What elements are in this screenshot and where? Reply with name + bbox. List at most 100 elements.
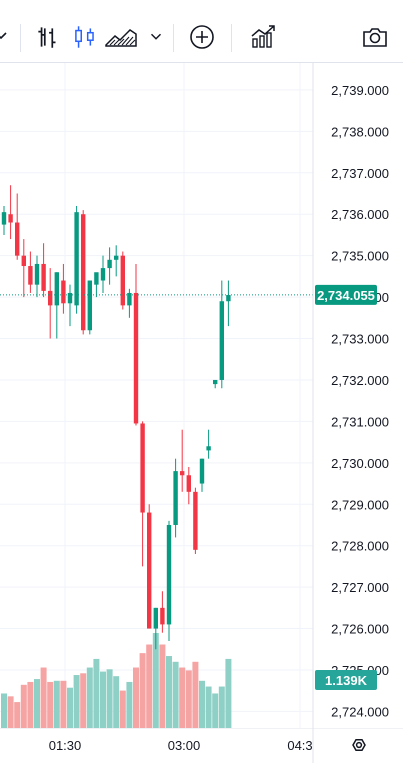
volume-bar	[27, 681, 34, 728]
price-tick-label: 2,738.000	[331, 124, 389, 139]
candle-body	[94, 272, 99, 285]
candle-body	[61, 280, 66, 304]
candle	[94, 272, 99, 298]
volume-tag: 1.139K	[315, 670, 377, 690]
volume-bar	[53, 680, 60, 728]
candle	[226, 280, 231, 327]
candle	[193, 487, 198, 554]
candle-body	[81, 214, 86, 331]
time-label: 04:3	[287, 738, 312, 753]
candle-body	[166, 524, 172, 625]
volume-bar	[172, 661, 179, 728]
candle	[199, 458, 205, 492]
volume-bar	[225, 658, 232, 728]
price-tick-label: 2,736.000	[331, 207, 389, 222]
volume-bar	[1, 693, 7, 728]
candle-body	[127, 292, 132, 306]
candle	[100, 255, 106, 293]
candle	[153, 607, 158, 650]
price-tick-label: 2,730.000	[331, 456, 389, 471]
volume-bar	[14, 702, 21, 728]
settings-icon[interactable]	[352, 739, 366, 751]
price-tick-label: 2,727.000	[331, 580, 389, 595]
candle-body	[206, 446, 211, 451]
candle	[41, 243, 46, 298]
price-tick-label: 2,735.000	[331, 249, 389, 264]
camera-icon[interactable]	[360, 22, 390, 52]
candle-body	[226, 295, 231, 302]
volume-bar	[113, 676, 120, 728]
candle	[147, 504, 152, 629]
price-tick-label: 2,726.000	[331, 622, 389, 637]
price-tick-label: 2,731.000	[331, 414, 389, 429]
volume-bar	[34, 679, 40, 728]
volume-bar	[47, 681, 54, 728]
candle	[186, 466, 191, 505]
chart-area[interactable]: 2,739.000 2,738.000 2,737.000 2,736.000 2,73…	[0, 63, 403, 728]
price-tick-label: 2,739.000	[331, 83, 389, 98]
volume-bar	[159, 644, 166, 728]
candles-icon[interactable]	[70, 22, 100, 52]
volume-bar	[20, 684, 27, 728]
candle-body	[153, 607, 158, 629]
area-chart-icon[interactable]	[103, 22, 139, 52]
bar-chart-icon[interactable]	[33, 22, 63, 52]
volume-bar	[73, 675, 80, 728]
candle-body	[186, 475, 191, 492]
volume-bar	[185, 670, 192, 728]
candle	[87, 280, 92, 335]
candle-body	[114, 255, 119, 260]
volume-bars	[1, 633, 232, 728]
candle	[34, 255, 40, 298]
candle-body	[28, 266, 33, 285]
plus-circle-icon[interactable]	[187, 22, 217, 52]
candle	[48, 268, 53, 339]
time-axis[interactable]: 01:30 03:00 04:3	[0, 727, 403, 763]
price-chart[interactable]: 2,739.000 2,738.000 2,737.000 2,736.000 2,73…	[0, 63, 403, 728]
volume-bar	[199, 680, 205, 728]
candle	[67, 284, 73, 327]
chevron-down-icon[interactable]	[0, 25, 12, 45]
grid-lines	[0, 63, 313, 728]
toolbar-separator	[173, 24, 174, 52]
candle	[54, 272, 59, 339]
candle-body	[54, 272, 59, 306]
candle	[173, 458, 178, 538]
price-tick-label: 2,724.000	[331, 704, 389, 719]
candle	[15, 193, 20, 260]
candle	[61, 263, 66, 314]
volume-bar	[166, 656, 172, 728]
volume-label: 1.139K	[325, 673, 368, 688]
chevron-down-icon[interactable]	[147, 27, 165, 45]
toolbar-separator	[20, 24, 21, 52]
candle	[1, 205, 7, 235]
candle-body	[15, 222, 20, 256]
candle-body	[147, 512, 152, 629]
candle	[8, 185, 13, 240]
candle	[180, 429, 185, 492]
candle-body	[67, 292, 73, 304]
candle-body	[173, 471, 178, 525]
candle-body	[100, 268, 106, 281]
candle-body	[193, 491, 198, 550]
candle-body	[199, 458, 205, 484]
volume-bar	[93, 658, 100, 728]
volume-bar	[192, 661, 199, 728]
volume-bar	[146, 644, 153, 728]
candle-body	[160, 607, 165, 625]
volume-bar	[205, 686, 212, 728]
candle	[160, 591, 165, 633]
volume-bar	[100, 671, 106, 728]
price-tick-label: 2,733.000	[331, 332, 389, 347]
indicators-icon[interactable]	[248, 22, 278, 52]
volume-bar	[106, 669, 113, 728]
volume-bar	[212, 693, 219, 728]
candle	[114, 245, 119, 277]
candle	[21, 239, 26, 298]
price-axis: 2,739.000 2,738.000 2,737.000 2,736.000 2,73…	[331, 83, 389, 719]
volume-bar	[179, 667, 186, 728]
candle-body	[180, 471, 185, 476]
candle	[74, 205, 79, 314]
candle-body	[107, 259, 112, 269]
candle-body	[8, 214, 13, 223]
